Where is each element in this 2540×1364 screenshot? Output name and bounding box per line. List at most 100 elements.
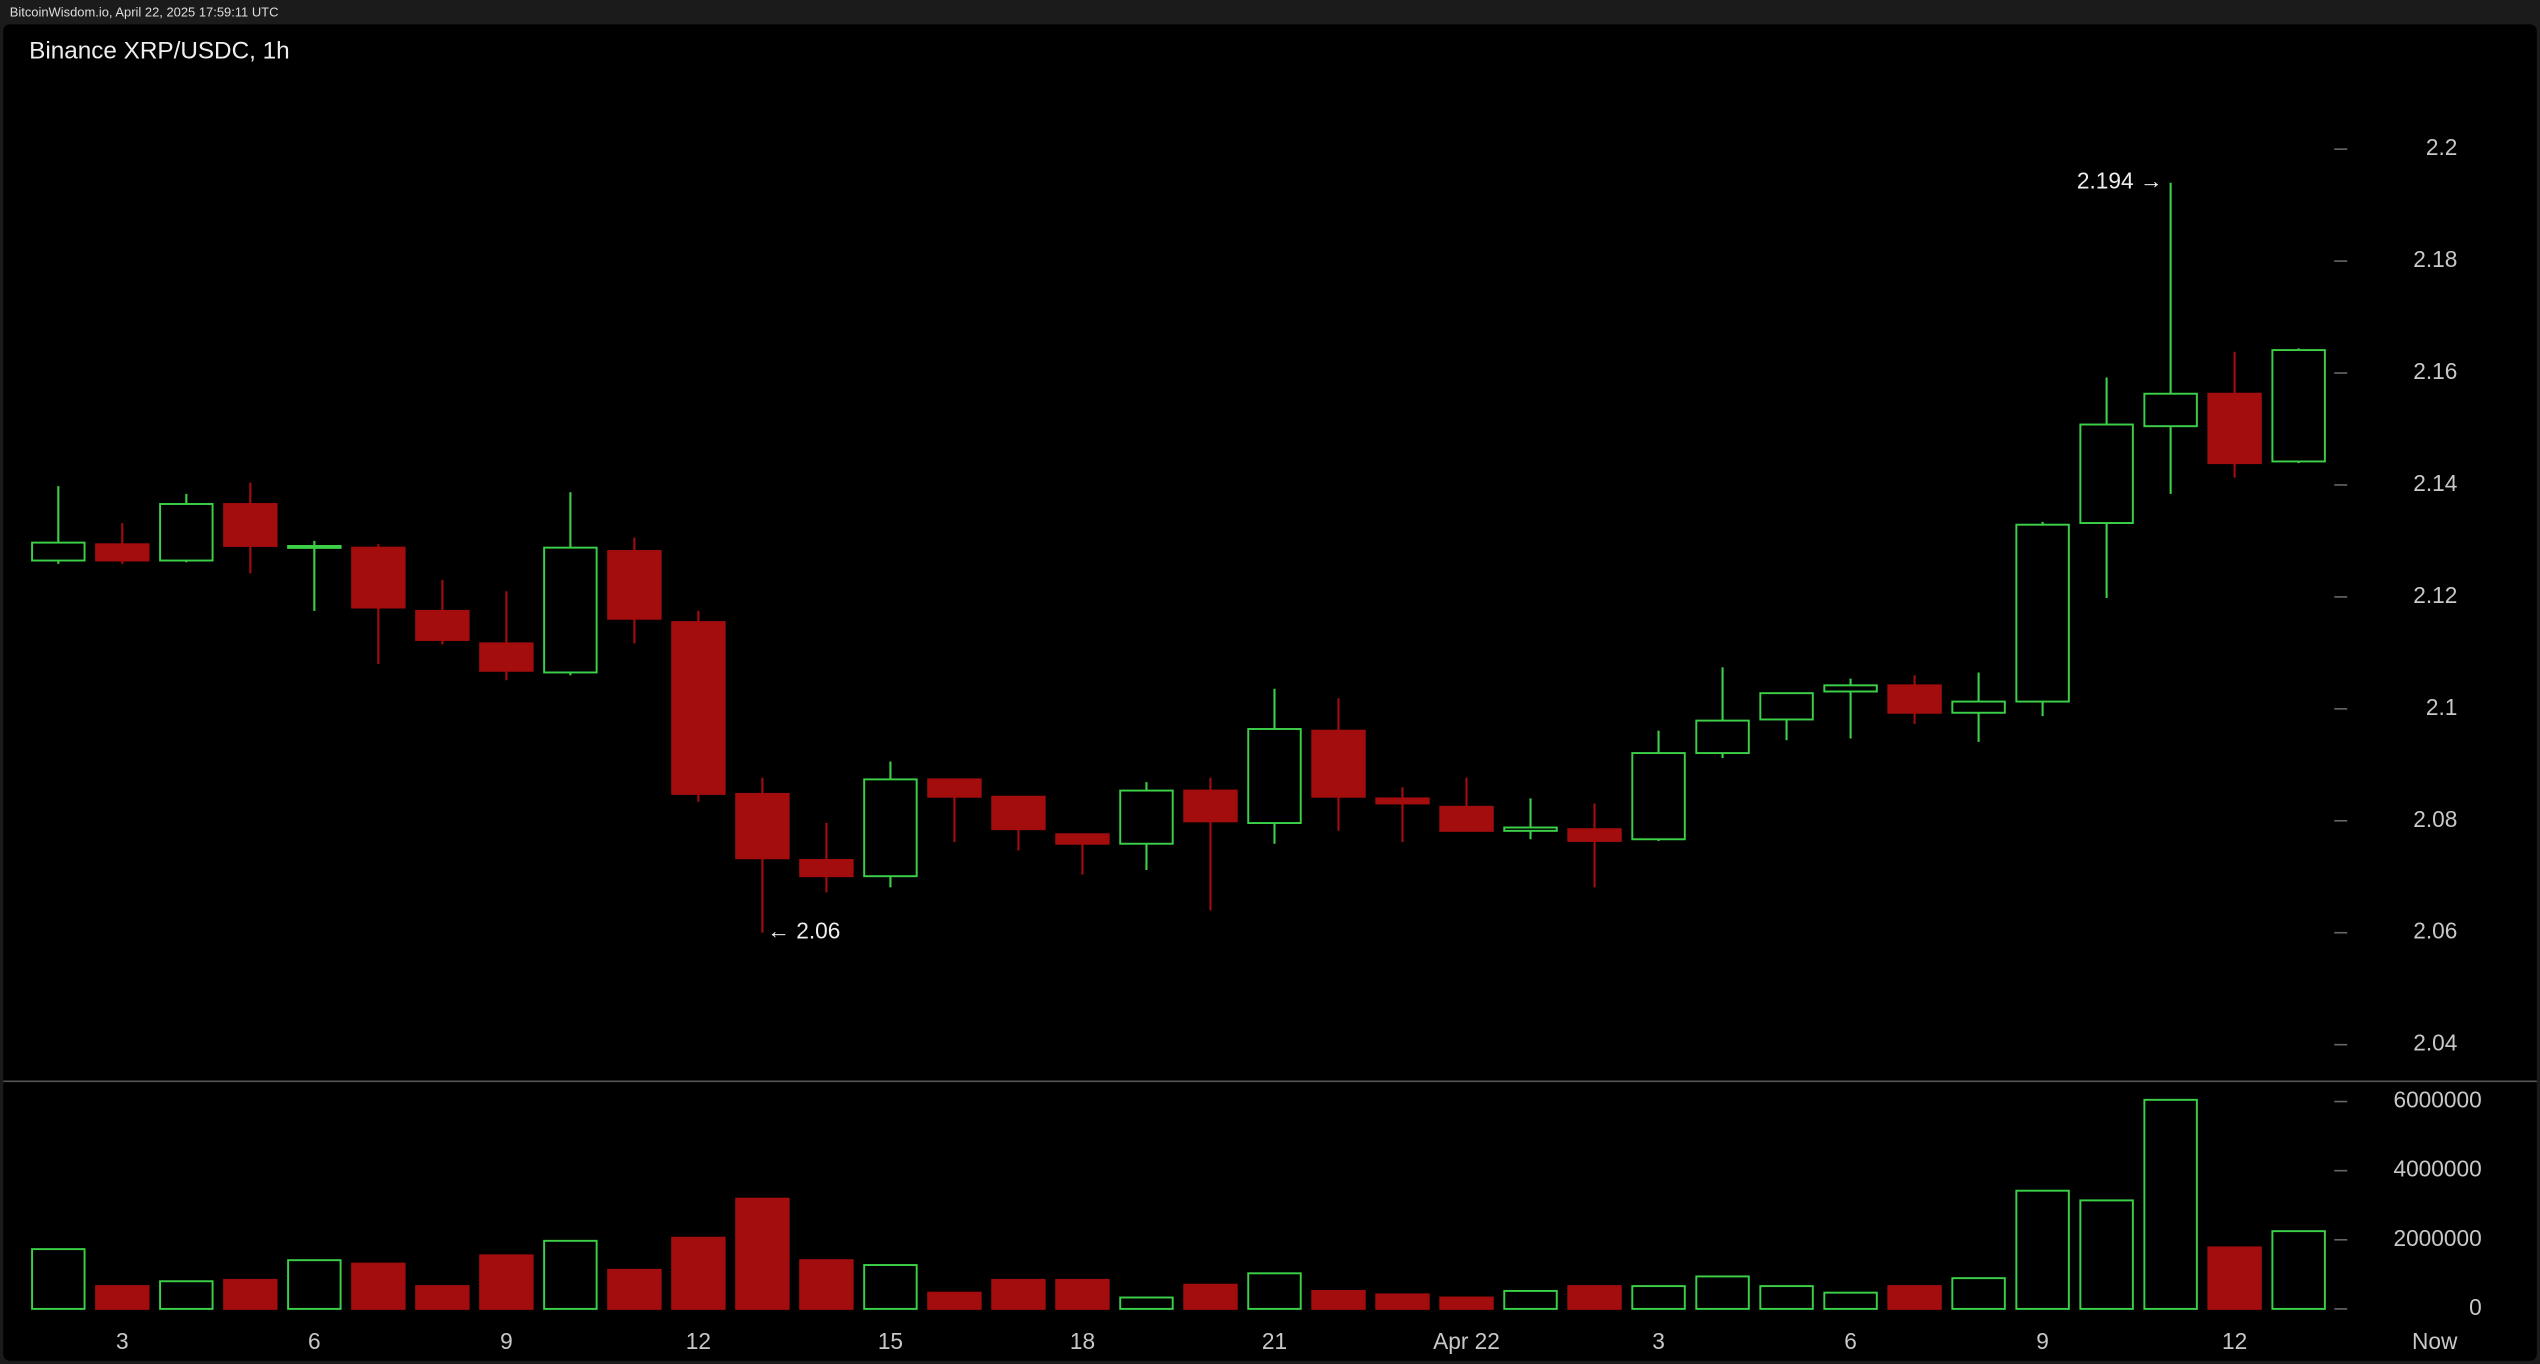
volume-bar (1311, 1289, 1366, 1310)
volume-bar (1759, 1285, 1814, 1310)
candle-body (2079, 423, 2134, 524)
volume-bar (2079, 1199, 2134, 1310)
volume-bar (1119, 1296, 1174, 1310)
candle-body (799, 858, 854, 878)
x-tick-label: 18 (1070, 1328, 1095, 1354)
candle-body (2143, 392, 2198, 428)
volume-bar (1055, 1278, 1110, 1310)
volume-bar (1247, 1272, 1302, 1310)
x-tick-label: 6 (1844, 1328, 1857, 1354)
x-tick-label: 3 (116, 1328, 129, 1354)
candle-body (31, 541, 86, 562)
y-tick-label: 2.1 (2426, 694, 2458, 720)
candle-body (543, 546, 598, 674)
candle-body (1183, 789, 1238, 823)
candle-body (95, 543, 150, 562)
candle-body (607, 550, 662, 620)
candle-body (1759, 692, 1814, 721)
volume-bar (735, 1197, 790, 1310)
volume-bar (543, 1239, 598, 1310)
candle-body (991, 795, 1046, 831)
high-annotation: 2.194 → (2077, 168, 2163, 194)
volume-bar (1567, 1285, 1622, 1310)
candle-body (1951, 700, 2006, 714)
candle-body (1311, 729, 1366, 798)
volume-bar (159, 1280, 214, 1310)
x-now-label: Now (2412, 1328, 2458, 1354)
header: BitcoinWisdom.io, April 22, 2025 17:59:1… (10, 4, 279, 19)
candle-body (671, 621, 726, 795)
y-tick-label: 2.14 (2413, 470, 2457, 496)
volume-bar (1695, 1275, 1750, 1310)
candle-body (735, 792, 790, 860)
candle-body (159, 503, 214, 562)
x-tick-label: 12 (686, 1328, 711, 1354)
candle-body (1887, 684, 1942, 714)
y-tick-label: 2.08 (2413, 806, 2457, 832)
volume-bar (927, 1291, 982, 1310)
candle-body (1375, 797, 1430, 805)
volume-tick-label: 4000000 (2393, 1156, 2481, 1182)
candle-body (1567, 828, 1622, 842)
volume-tick-label: 0 (2469, 1294, 2482, 1320)
candle-body (415, 609, 470, 641)
volume-bar (1183, 1283, 1238, 1310)
volume-bar (1503, 1289, 1558, 1310)
y-tick-label: 2.06 (2413, 918, 2457, 944)
volume-bar (2015, 1189, 2070, 1310)
candle-body (2015, 523, 2070, 703)
volume-bar (479, 1254, 534, 1310)
candle-body (2207, 392, 2262, 465)
candle-body (1823, 684, 1878, 693)
x-tick-label: 3 (1652, 1328, 1665, 1354)
candle-body (1631, 752, 1686, 841)
volume-bar (1439, 1296, 1494, 1310)
volume-bar (415, 1285, 470, 1310)
volume-bar (799, 1259, 854, 1310)
volume-bar (1375, 1293, 1430, 1310)
volume-bar (607, 1268, 662, 1310)
volume-bar (2207, 1246, 2262, 1310)
y-tick-label: 2.18 (2413, 246, 2457, 272)
volume-bar (2143, 1098, 2198, 1310)
y-tick-label: 2.2 (2426, 134, 2458, 160)
y-tick-label: 2.16 (2413, 358, 2457, 384)
candle-body (1503, 826, 1558, 832)
volume-bar (1887, 1285, 1942, 1310)
x-tick-label: Apr 22 (1433, 1328, 1500, 1354)
candle-body (927, 778, 982, 798)
volume-bar (2271, 1230, 2326, 1310)
candle-body (2271, 349, 2326, 463)
x-tick-label: 21 (1262, 1328, 1287, 1354)
volume-bar (95, 1285, 150, 1310)
volume-bar (351, 1262, 406, 1310)
x-tick-label: 12 (2222, 1328, 2247, 1354)
chart-background (3, 24, 2537, 1361)
volume-bar (991, 1278, 1046, 1310)
volume-bar (1951, 1277, 2006, 1310)
candle-body (1247, 728, 1302, 825)
x-tick-label: 9 (500, 1328, 513, 1354)
candle-body (223, 503, 278, 547)
candle-body (351, 546, 406, 609)
candle-body (1439, 805, 1494, 832)
candle-body (863, 778, 918, 878)
candle-body (1119, 789, 1174, 845)
volume-bar (287, 1259, 342, 1310)
x-tick-label: 9 (2036, 1328, 2049, 1354)
volume-tick-label: 2000000 (2393, 1225, 2481, 1251)
candle-body (1055, 833, 1110, 845)
volume-tick-label: 6000000 (2393, 1087, 2481, 1113)
y-tick-label: 2.04 (2413, 1030, 2457, 1056)
volume-bar (863, 1264, 918, 1310)
x-tick-label: 15 (878, 1328, 903, 1354)
candle-body (287, 544, 342, 549)
volume-bar (223, 1278, 278, 1310)
volume-bar (1631, 1285, 1686, 1310)
volume-bar (671, 1236, 726, 1310)
low-annotation: ← 2.06 (767, 918, 840, 944)
y-tick-label: 2.12 (2413, 582, 2457, 608)
x-tick-label: 6 (308, 1328, 321, 1354)
candle-body (1695, 719, 1750, 755)
